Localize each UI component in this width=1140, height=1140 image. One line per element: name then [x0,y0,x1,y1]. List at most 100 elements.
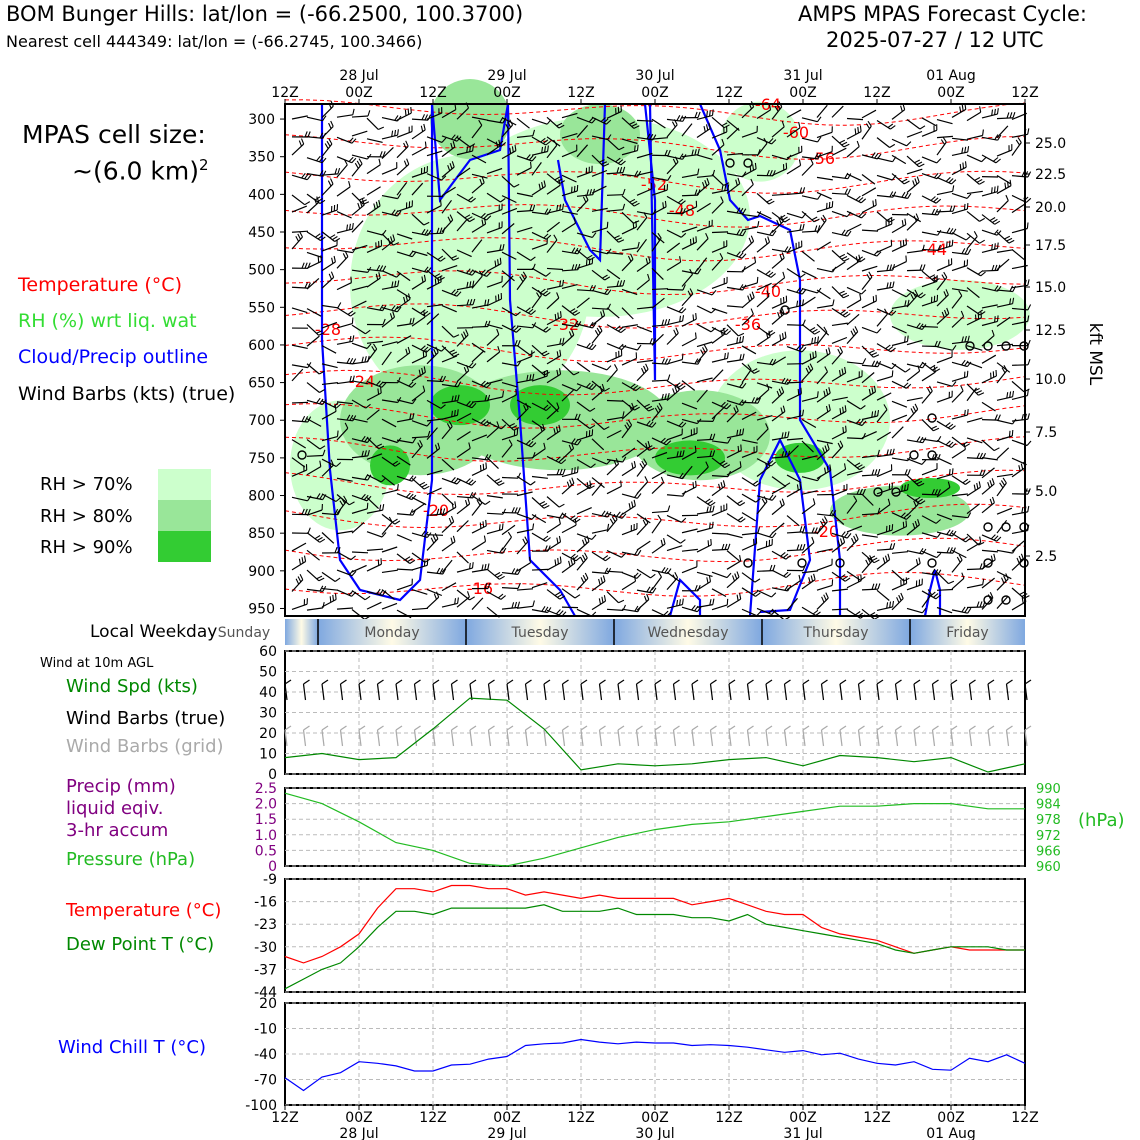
wind-barb [996,231,1015,244]
wind-barb-staff [516,325,533,329]
wind-barb-flag [666,440,672,446]
wind-barb-flag [545,272,551,277]
wind-barb-flag [570,558,574,566]
wind-barb-staff [891,414,908,422]
wind-barb [531,180,546,196]
y-tick-label-pressure: 950 [248,601,275,617]
wind-barb [951,103,967,118]
wind-barb-flag [405,295,409,302]
wind-barb-flag [602,274,608,279]
wind-barb [996,477,1007,497]
wind-barb-staff [516,192,533,198]
precip-label: Precip (mm) [66,776,176,797]
wind-barb-flag [753,256,757,263]
wind-barb-flag [927,589,932,595]
wind-barb-flag [509,147,512,154]
wind-barb-flag [825,349,829,356]
wind-barb-flag [601,510,606,517]
wind-barb-staff [506,683,510,701]
wind-barb-staff [756,570,774,572]
wind-barb-flag [620,328,626,334]
wind-barb-flag [700,349,704,356]
wind-barb [726,554,742,570]
wind-barb-flag [394,280,397,287]
wind-barb [786,543,806,552]
wind-barb-flag [839,538,843,545]
wind-barb [591,595,607,611]
wind-barb [681,402,698,410]
wind-barb-staff [576,418,591,429]
wind-barb-flag [931,425,937,430]
wind-barb-flag [304,282,308,289]
wind-barb-staff [951,295,963,309]
wind-barb-flag [837,442,842,449]
wind-barb [726,382,747,389]
wind-barb-staff [546,239,558,253]
wind-barb [531,323,551,333]
wind-barb-staff [741,608,757,617]
wind-barb [606,570,624,573]
wind-barb [786,287,807,295]
temp-contour [284,503,1026,529]
wind-barb-flag [860,198,867,204]
wind-barb-flag [989,498,993,505]
wind-barb-flag [479,522,482,529]
wind-barb-flag [889,543,893,550]
wind-barb-staff [306,308,322,317]
wind-barb-flag [322,449,326,456]
y-tick-label-kft: 17.5 [1035,238,1066,254]
wind-barb-flag [498,139,501,146]
wind-barb-flag [861,213,867,219]
wind-barb [441,380,462,388]
wind-barb [786,345,807,353]
wind-barb-flag [782,216,788,221]
wind-barb-staff [981,304,998,309]
wind-barb-flag [297,233,301,240]
wind-barb-staff [366,453,383,460]
wind-barb [396,335,412,344]
wind-barb-flag [799,224,802,231]
wind-barb-staff [501,175,515,188]
wind-barb [651,392,670,402]
wind-barb-staff [531,162,542,176]
wind-barb [741,587,761,597]
wind-barb [966,481,981,497]
wind-barb [351,418,368,423]
wind-barb [411,502,426,513]
wind-barb-flag [453,334,460,338]
wind-barb-flag [912,180,916,187]
wind-barb-staff [921,594,932,608]
wind-barb-flag [321,679,329,685]
wind-barb [726,593,742,608]
wind-barb [966,154,987,163]
wind-barb [516,399,532,409]
wind-barb-staff [339,683,344,701]
wind-barb-flag [735,179,738,186]
wind-barb [606,252,623,255]
wind-barb [726,550,740,562]
wind-barb-staff [321,410,337,420]
wind-barb [531,267,551,277]
wind-barb-flag [799,544,803,551]
wind-barb-flag [795,345,801,351]
wind-barb [471,173,488,179]
wind-barb-staff [546,496,560,508]
wind-barb [876,156,897,163]
wind-barb-flag [805,367,810,374]
wind-barb-flag [450,477,456,483]
wind-barb-flag [809,363,814,370]
wind-barb-flag [331,257,334,264]
wind-barb-flag [822,214,827,221]
wind-barb [486,138,507,147]
wind-barb-staff [591,457,608,465]
wind-barb [756,282,772,291]
wind-barb [666,420,687,428]
wind-barb-flag [663,537,666,545]
wind-barb-flag [515,388,517,396]
wind-barb [726,177,741,194]
wind-barb [876,308,897,316]
wind-barb-staff [681,123,693,137]
wind-barb-flag [915,213,920,220]
wind-barb [996,316,1011,327]
wind-barb [576,401,596,412]
